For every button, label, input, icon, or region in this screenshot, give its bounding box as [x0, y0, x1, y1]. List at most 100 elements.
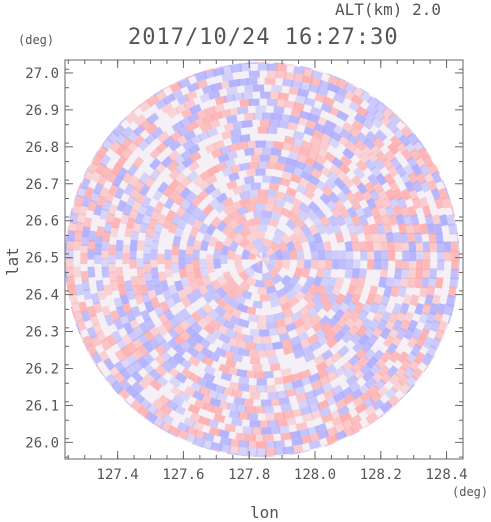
radar-cell — [153, 90, 167, 102]
radar-cell — [415, 241, 424, 253]
radar-cell — [231, 353, 243, 363]
radar-cell — [215, 314, 228, 327]
radar-cell — [312, 386, 325, 397]
radar-cell — [419, 179, 431, 193]
radar-cell — [279, 177, 291, 188]
radar-cell — [245, 232, 257, 243]
radar-cell — [257, 126, 269, 134]
radar-cell — [80, 244, 88, 256]
radar-cell — [100, 371, 109, 382]
radar-cell — [407, 205, 418, 218]
radar-cell — [220, 371, 233, 382]
radar-cell — [177, 218, 188, 230]
radar-cell — [244, 433, 256, 442]
radar-cell — [78, 301, 88, 314]
radar-cell — [285, 240, 296, 252]
radar-cell — [300, 224, 312, 236]
radar-cell — [262, 210, 273, 219]
radar-cell — [273, 141, 285, 150]
radar-cell — [65, 244, 67, 255]
radar-cell — [250, 247, 259, 256]
radar-cell — [177, 77, 188, 83]
radar-cell — [387, 403, 397, 412]
radar-cell — [389, 350, 401, 364]
radar-cell — [281, 142, 294, 152]
radar-cell — [122, 322, 134, 335]
radar-cell — [416, 250, 424, 262]
radar-cell — [117, 284, 127, 297]
radar-cell — [422, 268, 431, 280]
radar-cell — [458, 259, 460, 271]
radar-cell — [308, 224, 320, 236]
radar-cell — [315, 361, 328, 373]
radar-cell — [272, 204, 284, 215]
radar-cell — [264, 441, 276, 449]
radar-cell — [310, 259, 319, 270]
radar-cell — [292, 137, 305, 148]
radar-cell — [147, 217, 158, 230]
radar-cell — [332, 92, 346, 104]
radar-cell — [206, 127, 219, 138]
radar-cell — [271, 273, 283, 285]
radar-cell — [157, 181, 169, 194]
radar-cell — [151, 421, 162, 429]
radar-cell — [247, 384, 258, 393]
radar-cell — [243, 112, 255, 121]
radar-cell — [308, 432, 321, 443]
radar-cell — [385, 205, 396, 218]
radar-cell — [210, 187, 222, 200]
radar-cell — [446, 214, 456, 227]
radar-cell — [191, 442, 203, 448]
radar-cell — [283, 381, 295, 391]
radar-cell — [363, 110, 377, 123]
radar-cell — [336, 191, 349, 204]
radar-cell — [179, 307, 191, 321]
radar-cell — [395, 214, 406, 226]
radar-cell — [310, 379, 323, 390]
radar-cell — [276, 390, 288, 399]
radar-cell — [282, 410, 295, 420]
radar-cell — [238, 383, 250, 392]
radar-cell — [188, 355, 201, 368]
radar-cell — [416, 259, 424, 271]
radar-cell — [73, 315, 78, 327]
radar-cell — [108, 262, 116, 274]
radar-cell — [255, 448, 267, 456]
radar-cell — [383, 222, 393, 235]
radar-cell — [323, 240, 332, 252]
radar-cell — [297, 88, 310, 98]
radar-cell — [243, 175, 255, 185]
radar-cell — [95, 195, 107, 208]
radar-cell — [373, 241, 382, 252]
radar-cell — [257, 189, 268, 197]
radar-cell — [360, 145, 374, 158]
radar-cell — [222, 236, 234, 248]
radar-cell — [213, 249, 222, 260]
radar-cell — [247, 224, 259, 234]
radar-cell — [160, 420, 173, 433]
radar-cell — [291, 379, 304, 389]
radar-cell — [248, 70, 260, 78]
radar-cell — [282, 78, 294, 88]
radar-cell — [101, 248, 109, 260]
radar-cell — [174, 371, 188, 384]
radar-cell — [189, 412, 203, 423]
radar-cell — [122, 301, 133, 314]
radar-cell — [123, 183, 135, 196]
radar-cell — [221, 214, 234, 226]
y-tick-label: 26.8 — [25, 140, 59, 156]
radar-cell — [312, 276, 323, 288]
radar-cell — [394, 268, 402, 280]
radar-cell — [331, 259, 340, 270]
radar-cell — [220, 341, 233, 353]
radar-cell — [335, 293, 346, 306]
radar-cell — [224, 423, 237, 433]
radar-cell — [229, 345, 241, 355]
radar-cell — [118, 116, 128, 125]
radar-cell — [319, 276, 330, 288]
radar-cell — [313, 299, 326, 312]
radar-cell — [324, 178, 337, 191]
radar-cell — [234, 263, 245, 275]
radar-cell — [266, 126, 278, 135]
radar-cell — [203, 364, 216, 376]
